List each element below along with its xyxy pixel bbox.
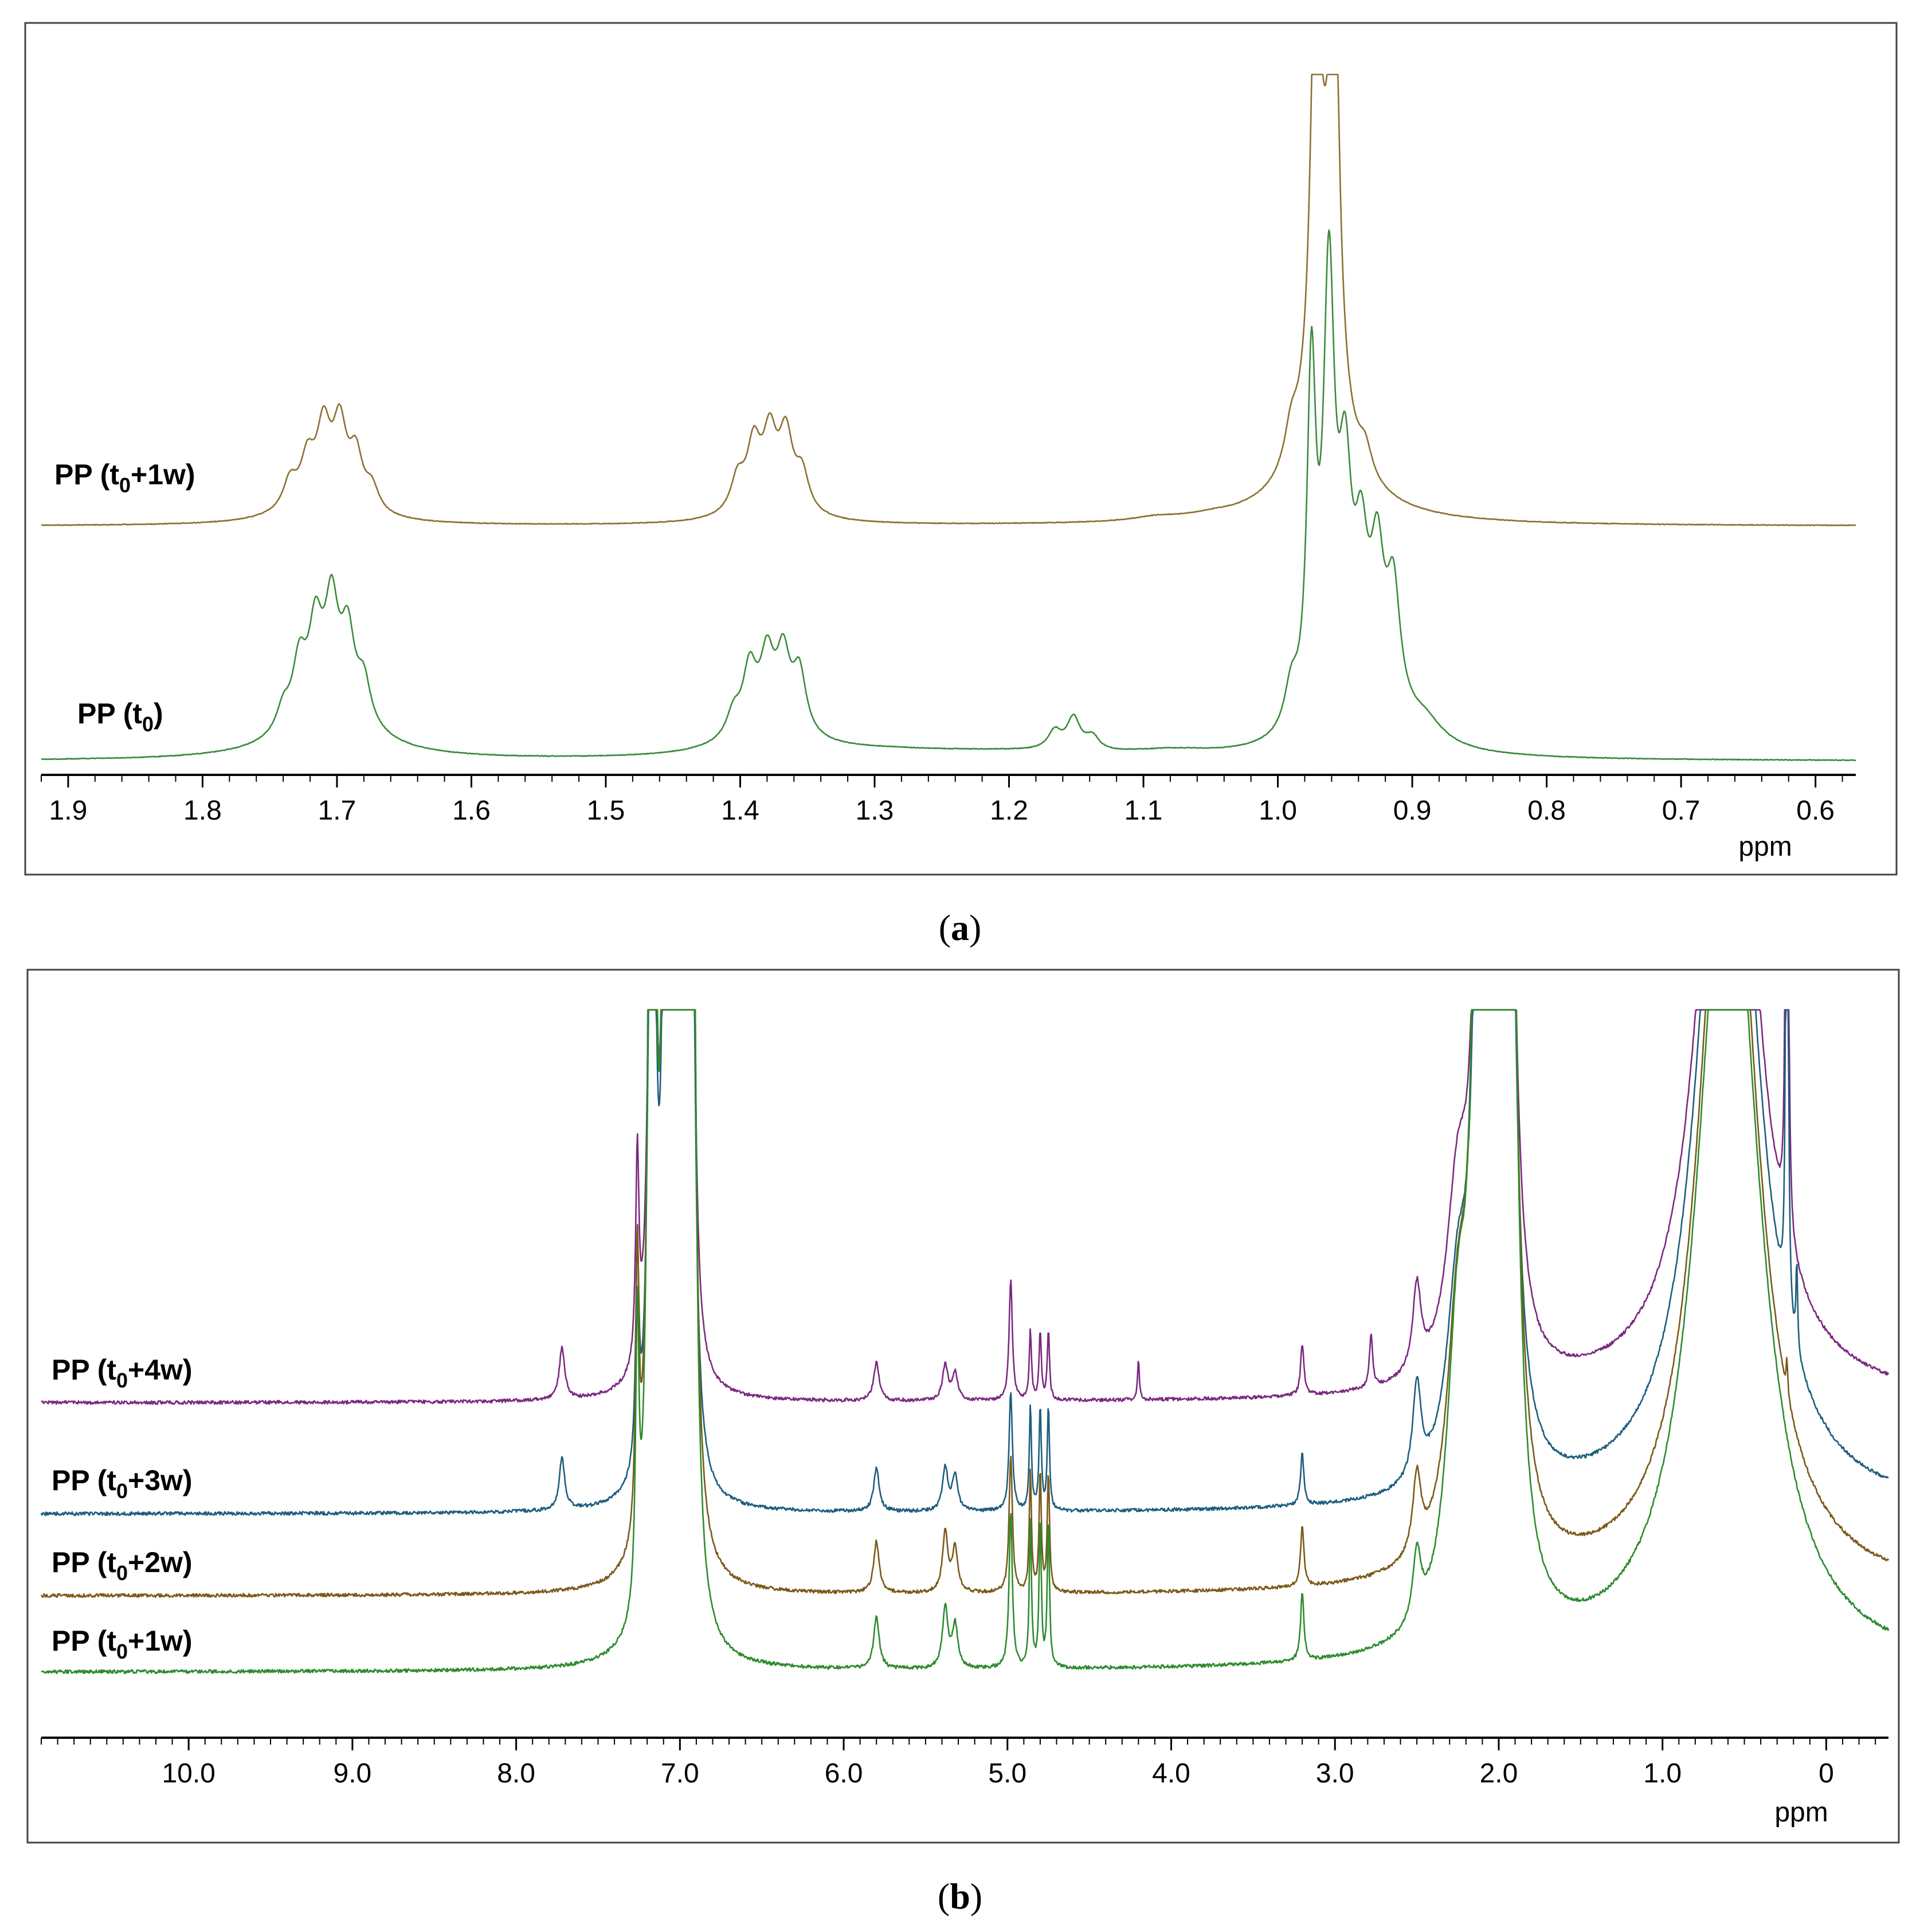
trace-pp-t0-3w- — [40, 1009, 1889, 1516]
x-tick-label: 8.0 — [497, 1758, 535, 1789]
label-subscript: 0 — [142, 712, 154, 736]
trace-pp-t0-2w- — [40, 1009, 1890, 1598]
panel-b-x-unit-label: ppm — [1774, 1797, 1828, 1828]
x-tick-label: 0.8 — [1527, 795, 1566, 826]
x-tick-label: 0 — [1819, 1758, 1834, 1789]
panel-a-traces — [41, 73, 1856, 762]
trace-pp-t0-4w- — [41, 1009, 1890, 1405]
caption-open: ( — [938, 1876, 950, 1917]
panel-b-series-label-t0-2w: PP (t0+2w) — [52, 1546, 193, 1585]
label-subscript: 0 — [116, 1561, 128, 1585]
x-tick-label: 1.0 — [1643, 1758, 1682, 1789]
x-tick-label: 5.0 — [988, 1758, 1026, 1789]
panel-b-series-label-t0-1w: PP (t0+1w) — [52, 1625, 193, 1663]
x-tick-label: 1.6 — [452, 795, 491, 826]
label-end: ) — [154, 697, 163, 730]
label-main: PP (t — [54, 458, 119, 491]
x-tick-label: 0.6 — [1796, 795, 1835, 826]
x-tick-label: 0.7 — [1662, 795, 1700, 826]
caption-letter: b — [950, 1876, 970, 1917]
panel-a-x-unit-label: ppm — [1738, 832, 1792, 862]
panel-a-series-label-t0: PP (t0) — [77, 697, 163, 736]
label-subscript: 0 — [116, 1640, 128, 1663]
label-end: +4w) — [128, 1354, 193, 1386]
x-tick-label: 1.0 — [1259, 795, 1297, 826]
x-tick-label: 2.0 — [1480, 1758, 1518, 1789]
panel-b-frame — [26, 969, 1900, 1844]
label-end: +2w) — [128, 1546, 193, 1578]
x-tick-label: 1.8 — [183, 795, 222, 826]
label-end: +1w) — [128, 1625, 193, 1657]
caption-open: ( — [939, 907, 951, 948]
label-main: PP (t — [52, 1464, 116, 1496]
x-tick-label: 6.0 — [825, 1758, 863, 1789]
x-tick-label: 1.2 — [990, 795, 1028, 826]
x-tick-label: 9.0 — [334, 1758, 372, 1789]
label-subscript: 0 — [119, 473, 131, 497]
x-tick-label: 1.4 — [721, 795, 759, 826]
panel-a-series-labels: PP (t0+1w) PP (t0) — [54, 458, 195, 736]
label-main: PP (t — [77, 697, 142, 730]
caption-close: ) — [970, 1876, 982, 1917]
x-tick-label: 1.3 — [856, 795, 894, 826]
trace-pp-t0- — [41, 229, 1856, 762]
panel-b-caption: (b) — [938, 1876, 982, 1917]
panel-b-x-ticks: 10.0 9.0 8.0 7.0 6.0 5.0 4.0 3.0 2.0 1.0 0 — [41, 1738, 1876, 1789]
x-tick-label: 3.0 — [1316, 1758, 1354, 1789]
panel-b-series-label-t0-4w: PP (t0+4w) — [52, 1354, 193, 1392]
x-tick-label: 7.0 — [661, 1758, 699, 1789]
caption-letter: a — [951, 907, 969, 948]
trace-pp-t0-1w- — [41, 73, 1856, 527]
panel-a-frame — [24, 22, 1898, 876]
label-subscript: 0 — [116, 1479, 128, 1503]
label-end: +3w) — [128, 1464, 193, 1496]
panel-a-series-label-t0-1w: PP (t0+1w) — [54, 458, 195, 497]
x-tick-label: 0.9 — [1393, 795, 1432, 826]
panel-b: 10.0 9.0 8.0 7.0 6.0 5.0 4.0 3.0 2.0 1.0 0 ppm PP … — [26, 969, 1900, 1844]
panel-a-x-ticks: 1.9 1.8 1.7 1.6 1.5 1.4 1.3 1.2 1.1 1.0 0.9 0.8 0.7 0… — [41, 775, 1843, 826]
label-main: PP (t — [52, 1625, 116, 1657]
label-subscript: 0 — [116, 1369, 128, 1392]
x-tick-label: 1.1 — [1124, 795, 1163, 826]
x-tick-label: 4.0 — [1152, 1758, 1190, 1789]
x-tick-label: 1.7 — [318, 795, 356, 826]
x-tick-label: 10.0 — [162, 1758, 215, 1789]
trace-pp-t0-1w- — [41, 1009, 1890, 1674]
label-main: PP (t — [52, 1546, 116, 1578]
panel-a-caption: (a) — [939, 907, 982, 948]
panel-a: 1.9 1.8 1.7 1.6 1.5 1.4 1.3 1.2 1.1 1.0 0.9 0.8 0.7 0… — [24, 22, 1898, 876]
panel-b-traces — [40, 1009, 1890, 1674]
label-main: PP (t — [52, 1354, 116, 1386]
panel-b-series-labels: PP (t0+4w) PP (t0+3w) PP (t0+2w) PP (t0+… — [52, 1354, 193, 1663]
label-end: +1w) — [131, 458, 195, 491]
x-tick-label: 1.9 — [49, 795, 88, 826]
caption-close: ) — [969, 907, 981, 948]
x-tick-label: 1.5 — [587, 795, 625, 826]
panel-b-series-label-t0-3w: PP (t0+3w) — [52, 1464, 193, 1503]
